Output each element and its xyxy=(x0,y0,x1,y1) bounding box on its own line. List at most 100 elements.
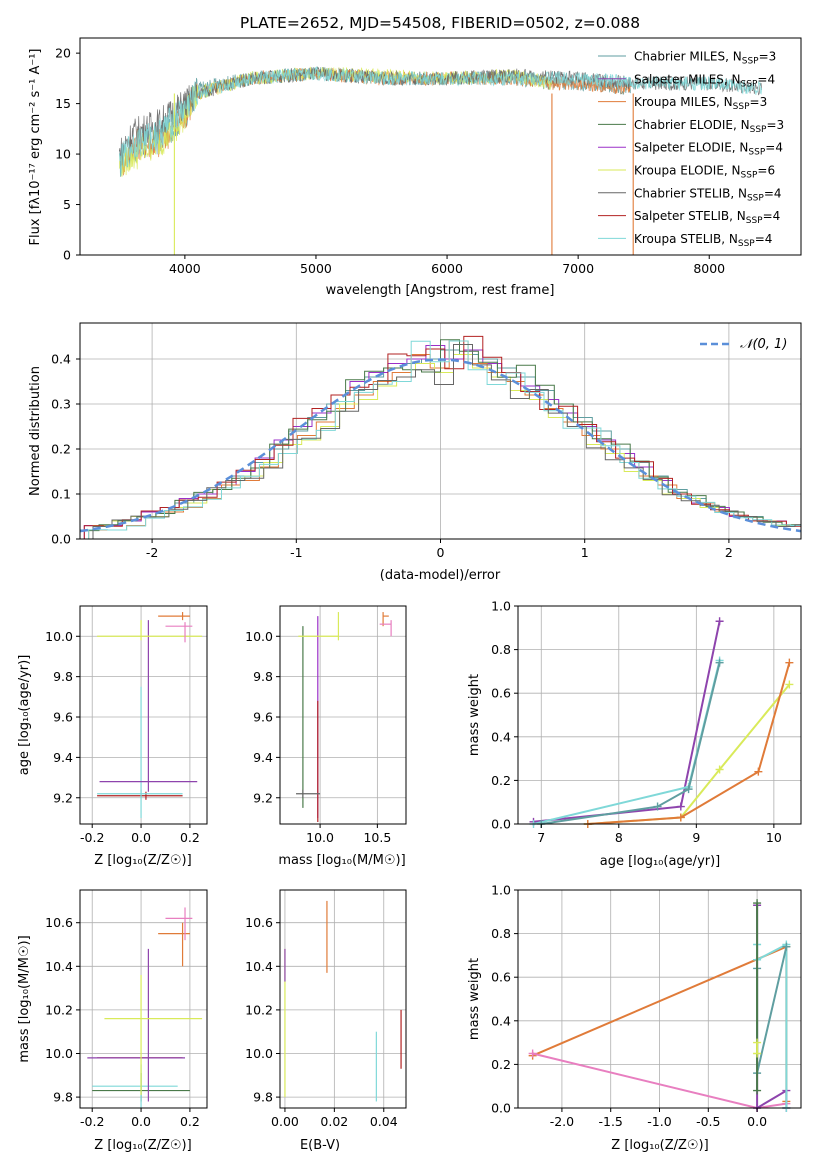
legend-subscript: SSP xyxy=(750,125,767,135)
spectrum-frame xyxy=(79,37,802,256)
weight-line xyxy=(533,660,721,825)
y-tick-label: 0.2 xyxy=(491,1057,511,1072)
y-tick-label: 1.0 xyxy=(491,883,511,898)
y-tick-label: 10.4 xyxy=(45,959,73,974)
plot-area xyxy=(97,612,203,818)
spectrum-xlabel: wavelength [Angstrom, rest frame] xyxy=(326,283,555,298)
y-tick-label: 9.8 xyxy=(53,1090,73,1105)
weight-marker xyxy=(684,785,693,794)
spectrum-line xyxy=(121,67,631,177)
weight-marker xyxy=(785,680,794,689)
y-tick-label: 0.4 xyxy=(491,729,511,744)
gaussian-curve xyxy=(79,358,802,533)
plot-area xyxy=(87,907,203,1108)
panel-frame xyxy=(517,605,802,825)
weight-marker xyxy=(528,1049,537,1058)
x-tick-label: 0.2 xyxy=(180,1114,200,1129)
legend-label: Chabrier ELODIE, NSSP=3 xyxy=(634,118,784,135)
residuals-xlabel: (data-model)/error xyxy=(380,568,501,583)
x-tick-label: 10.0 xyxy=(306,830,334,845)
weight-marker xyxy=(782,942,791,951)
z-mass-xlabel: Z [log₁₀(Z/Z☉)] xyxy=(94,1138,191,1153)
x-tick-label: 8 xyxy=(615,830,623,845)
x-tick-label: 8000 xyxy=(693,261,725,276)
legend-label: Salpeter MILES, NSSP=4 xyxy=(634,72,775,89)
y-tick-label: 0.4 xyxy=(51,352,71,367)
y-tick-label: 0.4 xyxy=(491,1013,511,1028)
legend-subscript: SSP xyxy=(733,102,750,112)
y-tick-label: 10 xyxy=(55,147,71,162)
y-tick-label: 9.4 xyxy=(253,750,273,765)
weight-marker xyxy=(753,1086,762,1095)
z-weight-panel: -2.0 -1.5 -1.0 -0.5 0.0 0.0 0.2 0.4 0.6 0.8 1.0 xyxy=(491,883,802,1129)
axes: 0.00 0.02 0.04 9.8 10.0 10.2 10.4 10.6 xyxy=(245,889,407,1129)
residuals-legend: 𝒩(0, 1) xyxy=(700,337,787,352)
y-tick-label: 0.8 xyxy=(491,926,511,941)
y-tick-label: 1.0 xyxy=(491,599,511,614)
x-tick-label: 0.2 xyxy=(180,830,200,845)
spectrum-legend: Chabrier MILES, NSSP=3 Salpeter MILES, NS… xyxy=(598,50,784,249)
x-tick-label: 6000 xyxy=(431,261,463,276)
legend-label-rest: =4 xyxy=(763,209,781,223)
x-tick-label: -1.5 xyxy=(599,1114,623,1129)
x-tick-label: 7000 xyxy=(562,261,594,276)
y-tick-label: 0.0 xyxy=(51,532,71,547)
panel-frame xyxy=(517,889,802,1109)
x-tick-label: -2.0 xyxy=(550,1114,574,1129)
legend-label: Kroupa MILES, NSSP=3 xyxy=(634,95,767,112)
y-tick-label: 20 xyxy=(55,46,71,61)
histogram-step xyxy=(83,335,801,539)
y-tick-label: 0.0 xyxy=(491,817,511,832)
panel-frame xyxy=(279,605,407,825)
x-tick-label: 2 xyxy=(725,545,733,560)
y-tick-label: 0.3 xyxy=(51,397,71,412)
x-tick-label: 0.0 xyxy=(747,1114,767,1129)
y-tick-label: 15 xyxy=(55,96,71,111)
legend-label-rest: =6 xyxy=(757,164,775,178)
axes: -0.2 0.0 0.2 9.2 9.4 9.6 9.8 10.0 xyxy=(45,605,208,845)
plot-area xyxy=(284,900,402,1102)
x-tick-label: 0.02 xyxy=(320,1114,348,1129)
legend-subscript: SSP xyxy=(741,171,758,181)
y-tick-label: 9.8 xyxy=(53,669,73,684)
plot-area xyxy=(528,899,791,1112)
weight-line xyxy=(756,946,788,1074)
weight-marker xyxy=(715,658,724,667)
legend-label-rest: =3 xyxy=(766,118,784,132)
x-tick-label: 5000 xyxy=(300,261,332,276)
spectrum-panel: 4000 5000 6000 7000 8000 0 5 10 15 20 Chabrier MI… xyxy=(28,37,802,298)
y-tick-label: 10.0 xyxy=(245,1046,273,1061)
y-tick-label: 10.0 xyxy=(245,629,273,644)
legend-subscript: SSP xyxy=(741,79,758,89)
x-tick-label: 10 xyxy=(766,830,782,845)
z-age-xlabel: Z [log₁₀(Z/Z☉)] xyxy=(94,853,191,868)
y-tick-label: 10.4 xyxy=(245,959,273,974)
histogram-step xyxy=(88,340,801,539)
grid xyxy=(280,606,406,824)
mass-age-xlabel: mass [log₁₀(M/M☉)] xyxy=(278,853,405,868)
legend-label-rest: =4 xyxy=(765,141,783,155)
histogram-step xyxy=(83,345,801,539)
panel-frame xyxy=(279,889,407,1109)
y-tick-label: 9.6 xyxy=(253,710,273,725)
axes: 7 8 9 10 0.0 0.2 0.4 0.6 0.8 1.0 xyxy=(491,599,802,845)
z-weight-ylabel: mass weight xyxy=(467,958,482,1040)
grid xyxy=(518,605,801,825)
x-tick-label: 0.00 xyxy=(271,1114,299,1129)
y-tick-label: 9.6 xyxy=(53,710,73,725)
legend-label-rest: =3 xyxy=(750,95,768,109)
x-tick-label: -2 xyxy=(146,545,158,560)
x-tick-label: -0.5 xyxy=(696,1114,720,1129)
x-tick-label: -0.2 xyxy=(80,1114,104,1129)
legend-label: Chabrier STELIB, NSSP=4 xyxy=(634,186,782,203)
y-tick-label: 0.8 xyxy=(491,642,511,657)
y-tick-label: 5 xyxy=(63,197,71,212)
spectrum-line xyxy=(118,66,763,177)
y-tick-label: 0 xyxy=(63,248,71,263)
x-tick-label: 7 xyxy=(537,830,545,845)
y-tick-label: 10.2 xyxy=(245,1002,273,1017)
weight-marker xyxy=(715,765,724,774)
weight-line xyxy=(533,621,721,823)
legend-subscript: SSP xyxy=(748,148,765,158)
